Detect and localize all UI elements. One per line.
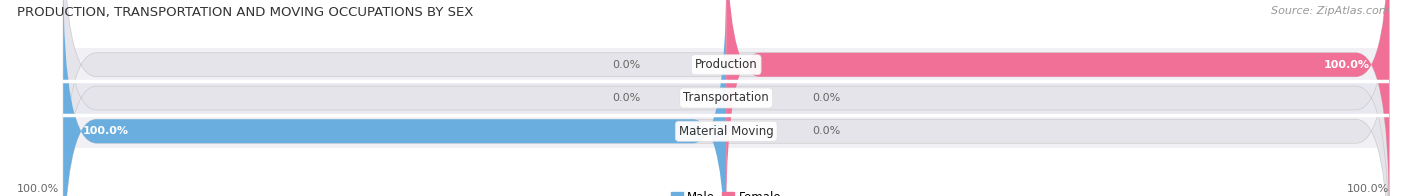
Text: Production: Production (695, 58, 758, 71)
FancyBboxPatch shape (63, 0, 1389, 196)
Text: Transportation: Transportation (683, 92, 769, 104)
FancyBboxPatch shape (63, 0, 725, 196)
Legend: Male, Female: Male, Female (671, 191, 782, 196)
Text: PRODUCTION, TRANSPORTATION AND MOVING OCCUPATIONS BY SEX: PRODUCTION, TRANSPORTATION AND MOVING OC… (17, 6, 474, 19)
Text: 0.0%: 0.0% (612, 93, 640, 103)
Text: 100.0%: 100.0% (1323, 60, 1369, 70)
FancyBboxPatch shape (725, 0, 1389, 196)
FancyBboxPatch shape (63, 0, 1389, 196)
Text: Material Moving: Material Moving (679, 125, 773, 138)
Text: 0.0%: 0.0% (813, 126, 841, 136)
Text: 100.0%: 100.0% (17, 184, 59, 194)
Bar (63, 48, 1389, 81)
Bar (63, 115, 1389, 148)
Text: 100.0%: 100.0% (83, 126, 129, 136)
Text: 0.0%: 0.0% (612, 60, 640, 70)
Text: 0.0%: 0.0% (813, 93, 841, 103)
Text: 100.0%: 100.0% (1347, 184, 1389, 194)
FancyBboxPatch shape (63, 0, 1389, 196)
Text: Source: ZipAtlas.com: Source: ZipAtlas.com (1271, 6, 1389, 16)
Bar (63, 81, 1389, 115)
